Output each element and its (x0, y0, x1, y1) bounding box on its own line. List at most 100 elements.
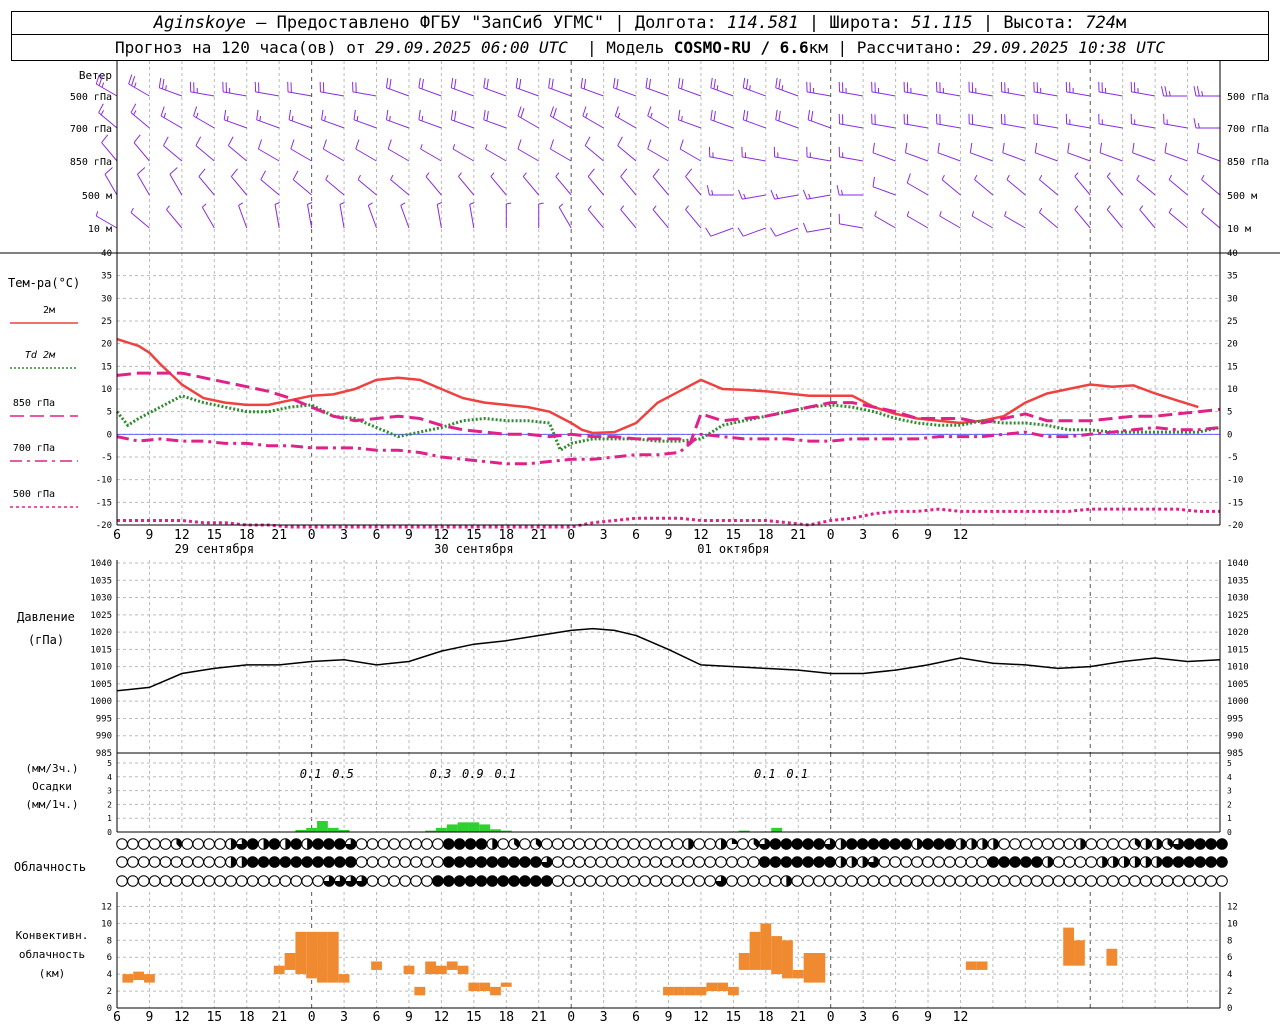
cloud-fill (824, 856, 836, 868)
cloud-cover-symbol (159, 838, 172, 850)
cloud-cover-symbol (1205, 856, 1217, 868)
cloud-circle (225, 875, 237, 887)
cloud-cover-symbol (486, 856, 499, 868)
hour-tick-label: 0 (827, 1010, 835, 1024)
cloud-cover-symbol (813, 856, 825, 868)
wind-barb-shaft (1106, 209, 1124, 229)
wind-barb (968, 113, 993, 129)
wind-barb-flag (198, 168, 206, 177)
convective-bar (295, 931, 307, 975)
wind-barb-shaft (274, 204, 280, 229)
wind-barb (400, 202, 410, 229)
cloud-cover-symbol (791, 856, 804, 868)
cloud-cover-symbol (671, 856, 684, 868)
precip-bar (436, 827, 447, 832)
hour-tick-label: 15 (206, 1010, 222, 1024)
wind-barb-flag (778, 110, 781, 122)
cloud-circle (943, 875, 956, 887)
cloud-cover-symbol (649, 856, 662, 868)
precip-bar (479, 824, 491, 832)
cloud-cover-symbol (323, 875, 335, 887)
cloud-fill (922, 838, 934, 850)
hour-tick-label: 18 (239, 1010, 255, 1024)
cloud-cover-symbol (726, 838, 738, 850)
cloud-cover-symbol (1161, 856, 1174, 868)
cloud-fill (432, 875, 444, 887)
cloud-cover-symbol (214, 875, 226, 887)
wind-barb (1201, 174, 1221, 196)
wind-barb-shaft (974, 179, 994, 196)
wind-barb-flag (778, 78, 781, 90)
hour-tick-label: 12 (953, 1010, 969, 1024)
cloud-circle (1020, 838, 1032, 850)
wind-barb-shaft (806, 91, 831, 97)
wind-barb-flag (582, 106, 587, 117)
cloud-circle (127, 856, 139, 868)
wind-barb-flag (1168, 207, 1172, 213)
pressure-tick-left: 1015 (90, 645, 112, 655)
wind-barb (469, 202, 475, 229)
cloud-cover-symbol (279, 856, 292, 868)
cloud-circle (835, 875, 847, 887)
cloud-circle (355, 856, 368, 868)
cloud-cover-symbol (225, 838, 237, 850)
wind-barb-flag (1201, 91, 1204, 97)
wind-barb-flag (1034, 142, 1038, 153)
cloud-cover-symbol (1020, 838, 1032, 850)
cloud-cover-symbol (998, 838, 1010, 850)
cloud-cover-panel: Облачность (14, 838, 1228, 887)
cloud-fill (323, 838, 335, 850)
wind-barb-shaft (1201, 179, 1221, 196)
cloud-circle (1063, 856, 1076, 868)
cloud-fill (519, 856, 531, 868)
temp-tick-right: -15 (1227, 498, 1243, 508)
wind-barb-flag (163, 136, 169, 146)
wind-barb-flag (322, 139, 327, 150)
legend-label: Td 2м (25, 350, 56, 361)
precip-bar (771, 827, 783, 832)
cloud-cover-symbol (1107, 856, 1119, 868)
wind-barb-flag (745, 110, 749, 122)
cloud-circle (965, 856, 978, 868)
cloud-circle (1052, 838, 1065, 850)
cloud-cover-symbol (987, 875, 1000, 887)
wind-barb-shaft (1098, 91, 1123, 97)
cloud-circle (1139, 875, 1152, 887)
wind-level-label-right: 10 м (1227, 224, 1251, 235)
wind-barb (741, 146, 766, 162)
cloud-circle (519, 838, 531, 850)
wind-barb-shaft (647, 115, 669, 129)
hour-tick-label: 9 (924, 528, 932, 543)
wind-barb-flag (677, 77, 681, 88)
wind-barb-shaft (971, 215, 994, 229)
wind-title: Ветер (79, 69, 112, 82)
wind-barb-flag (583, 78, 587, 90)
convective-bar (1106, 948, 1118, 966)
cloud-cover-symbol (1096, 875, 1108, 887)
cloud-cover-symbol (813, 838, 825, 850)
temp-tick-left: 40 (101, 249, 112, 259)
cloud-cover-symbol (1096, 856, 1108, 868)
cloud-fill (465, 856, 476, 868)
conv-tick-left: 4 (107, 970, 112, 980)
wind-barb (836, 185, 864, 196)
wind-barb-shaft (839, 156, 864, 162)
hour-tick-label: 15 (206, 528, 222, 543)
wind-barb-shaft (1098, 123, 1123, 129)
wind-barb (137, 167, 150, 196)
cloud-fill (247, 838, 258, 850)
hour-tick-label: 21 (790, 1010, 806, 1024)
cloud-cover-symbol (116, 875, 128, 887)
cloud-circle (911, 856, 923, 868)
cloud-fill (960, 838, 966, 850)
cloud-fill (824, 838, 836, 850)
wind-barb-flag (781, 85, 784, 91)
wind-barb-shaft (306, 204, 313, 229)
wind-barb-flag (1201, 174, 1205, 180)
wind-barb (483, 77, 507, 97)
cloud-fill (1123, 856, 1130, 868)
wind-barb-shaft (775, 227, 799, 237)
cloud-circle (279, 875, 292, 887)
wind-barb-flag (1132, 142, 1135, 153)
wind-barb-flag (713, 110, 716, 122)
